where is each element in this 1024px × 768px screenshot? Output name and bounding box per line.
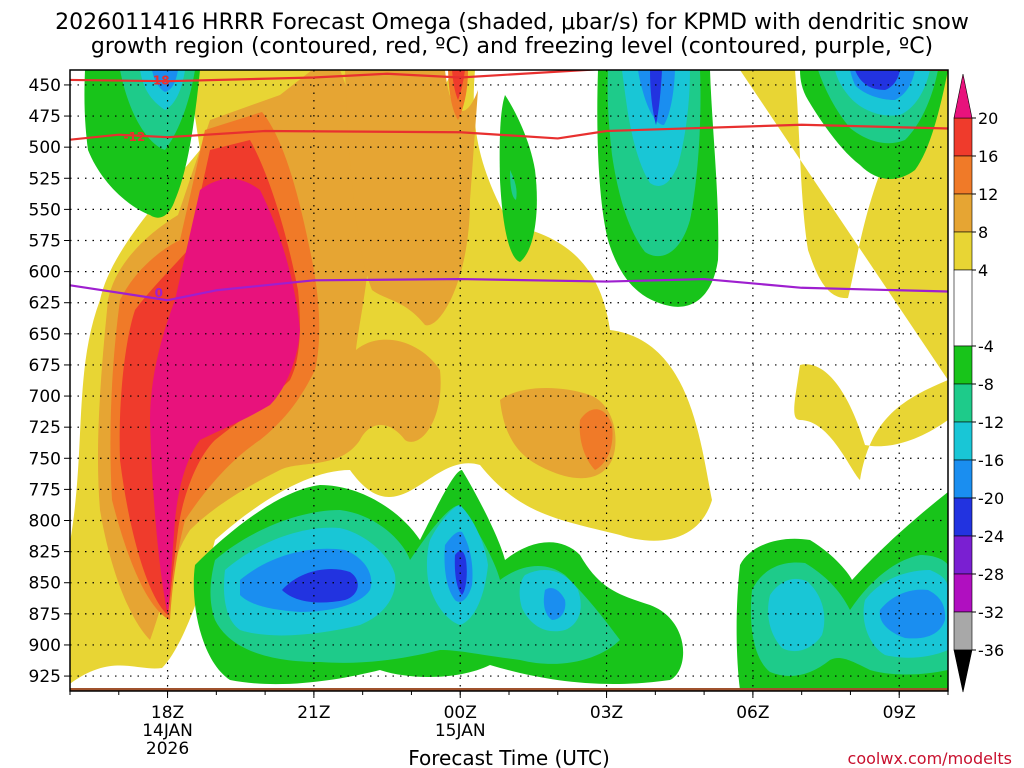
y-axis: 450 475 500 525 550 575 600 625 650 675 700 725 750 7…	[29, 76, 70, 687]
contour-line	[70, 277, 948, 302]
contour-labels: -18 -12 0	[124, 74, 170, 300]
colorbar-bin	[953, 611, 973, 651]
x-tick-label: 14JAN	[142, 721, 193, 741]
y-tick-label: 500	[29, 138, 61, 158]
colorbar-bin	[953, 497, 973, 537]
colorbar-tick-label: 4	[978, 261, 988, 280]
colorbar-tick-label: -4	[978, 337, 994, 356]
omega-fill-neg4-upper-mid	[499, 95, 537, 262]
omega-fill-8-mid	[345, 70, 478, 326]
colorbar-bin	[953, 193, 973, 233]
omega-fill-neg20-low-west	[282, 569, 358, 603]
colorbar-tick-label: 16	[978, 147, 998, 166]
y-tick-label: 650	[29, 325, 61, 345]
colorbar-tick-label: -28	[978, 565, 1004, 584]
chart-title-line-1: 2026011416 HRRR Forecast Omega (shaded, …	[55, 10, 969, 35]
y-tick-label: 575	[29, 231, 61, 251]
colorbar-tick-label: 12	[978, 185, 998, 204]
colorbar-tick-label: -24	[978, 527, 1004, 546]
y-tick-label: 825	[29, 543, 61, 563]
colorbar-bin	[953, 345, 973, 385]
credit-text: coolwx.com/modelts	[848, 749, 1012, 768]
colorbar-bin	[953, 573, 973, 613]
colorbar-bin	[953, 269, 973, 347]
contour-label: -18	[148, 74, 170, 88]
y-tick-label: 800	[29, 512, 61, 532]
y-tick-label: 450	[29, 76, 61, 96]
x-axis-label: Forecast Time (UTC)	[408, 746, 610, 768]
y-tick-label: 675	[29, 356, 61, 376]
colorbar-top-arrow	[953, 73, 973, 119]
colorbar-tick-label: -32	[978, 603, 1004, 622]
y-tick-label: 625	[29, 294, 61, 314]
colorbar-bin	[953, 421, 973, 461]
colorbar-bottom-arrow	[953, 649, 973, 693]
colorbar-bin	[953, 117, 973, 157]
x-tick-label: 06Z	[736, 703, 769, 723]
y-tick-label: 700	[29, 387, 61, 407]
colorbar-bin	[953, 535, 973, 575]
omega-fill-neg16-low-east	[543, 588, 566, 620]
omega-fill-neg20-upper	[650, 70, 662, 125]
x-tick-label: 21Z	[297, 703, 330, 723]
colorbar-tick-label: -12	[978, 413, 1004, 432]
y-tick-label: 875	[29, 605, 61, 625]
chart-title-line-2: growth region (contoured, red, ºC) and f…	[91, 34, 933, 59]
y-tick-label: 850	[29, 574, 61, 594]
contour-line	[70, 70, 948, 83]
contour-line	[70, 123, 948, 141]
contour-label: -12	[124, 130, 146, 144]
colorbar-tick-label: -16	[978, 451, 1004, 470]
x-tick-label: 15JAN	[435, 721, 486, 741]
y-tick-label: 725	[29, 418, 61, 438]
x-tick-label: 2026	[146, 739, 189, 759]
omega-shading	[70, 70, 948, 691]
colorbar-tick-label: 8	[978, 223, 988, 242]
x-tick-label: 09Z	[883, 703, 916, 723]
colorbar-tick-label: -36	[978, 641, 1004, 660]
colorbar-bin	[953, 155, 973, 195]
terrain-ground-band	[70, 688, 948, 691]
y-tick-label: 525	[29, 169, 61, 189]
omega-fill-neg16-low-far-east	[879, 589, 946, 639]
grid-lines	[70, 70, 948, 691]
omega-fill-neg12-low-east	[768, 578, 825, 652]
y-tick-label: 900	[29, 636, 61, 656]
y-tick-label: 475	[29, 107, 61, 127]
y-tick-label: 925	[29, 667, 61, 687]
x-tick-label: 00Z	[444, 703, 477, 723]
temperature-contours	[70, 70, 948, 302]
colorbar-bin	[953, 231, 973, 271]
y-tick-label: 600	[29, 263, 61, 283]
x-tick-label: 18Z	[151, 703, 184, 723]
omega-fill-neg8-upper-mid	[510, 170, 517, 200]
contour-label: 0	[155, 286, 163, 300]
colorbar-bin	[953, 459, 973, 499]
colorbar-tick-label: -20	[978, 489, 1004, 508]
omega-fill-20	[150, 178, 300, 615]
colorbar-tick-label: -8	[978, 375, 994, 394]
colorbar-bin	[953, 383, 973, 423]
y-tick-label: 775	[29, 480, 61, 500]
y-tick-label: 550	[29, 200, 61, 220]
colorbar: 20 16 12 8 4 -4 -8 -12 -16 -20 -24 -28 -32 -36	[953, 73, 1004, 693]
omega-fill-12-east	[579, 409, 613, 470]
omega-fill-neg12-upper	[622, 70, 690, 186]
x-tick-label: 03Z	[590, 703, 623, 723]
colorbar-tick-label: 20	[978, 109, 998, 128]
y-tick-label: 750	[29, 449, 61, 469]
